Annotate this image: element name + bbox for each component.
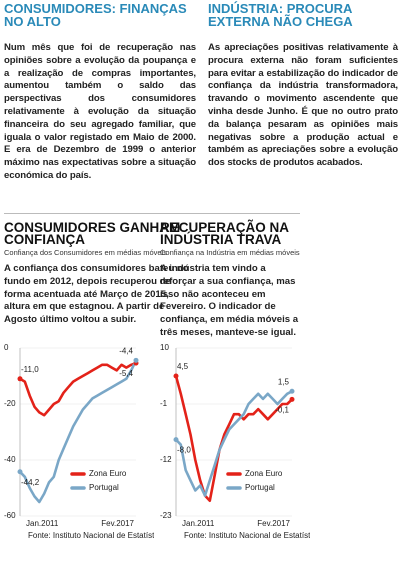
body-text: As apreciações positivas relativamente à… xyxy=(208,42,398,169)
chart: 0 -20 -40 -60 Jan.2011 Fev.2017 -11,0 -5,4 -44,2… xyxy=(4,343,154,540)
source: Fonte: Instituto Nacional de Estatística xyxy=(184,531,310,540)
point xyxy=(289,396,295,402)
y-tick-label: -60 xyxy=(4,511,16,520)
point xyxy=(173,373,179,379)
chart-subtitle: Confiança dos Consumidores em médias móv… xyxy=(4,248,167,257)
article: CONSUMIDORES: FINANÇAS NO ALTO Num mês q… xyxy=(4,2,196,183)
x-tick-label: Fev.2017 xyxy=(101,519,134,528)
line-series xyxy=(19,359,138,504)
y-tick-label: -23 xyxy=(160,511,172,520)
y-tick-label: -40 xyxy=(4,455,16,464)
point xyxy=(289,388,295,394)
x-tick-label: Fev.2017 xyxy=(257,519,290,528)
x-tick-label: Jan.2011 xyxy=(26,519,59,528)
article: INDÚSTRIA: PROCURA EXTERNA NÃO CHEGA As … xyxy=(208,2,398,170)
legend-label: Portugal xyxy=(245,483,275,492)
point xyxy=(173,437,179,443)
point xyxy=(17,376,23,382)
legend-label: Zona Euro xyxy=(245,469,283,478)
line-series xyxy=(174,375,293,502)
chart-title: RECUPERAÇÃO NA INDÚSTRIA TRAVA xyxy=(160,220,289,247)
value-label: -44,2 xyxy=(21,478,40,487)
y-tick-label: -1 xyxy=(160,399,168,408)
divider xyxy=(4,213,196,214)
chart-header: RECUPERAÇÃO NA INDÚSTRIA TRAVA Confiança… xyxy=(160,220,300,340)
chart-title: CONSUMIDORES GANHAM CONFIANÇA xyxy=(4,220,181,247)
value-label: -8,0 xyxy=(177,446,191,455)
value-label: -0,1 xyxy=(275,406,289,415)
y-tick-label: 10 xyxy=(160,343,169,352)
value-label: -5,4 xyxy=(119,369,133,378)
body-text: A confiança dos consumidores bateu no fu… xyxy=(4,263,189,326)
headline: INDÚSTRIA: PROCURA EXTERNA NÃO CHEGA xyxy=(208,1,353,29)
chart-header: CONSUMIDORES GANHAM CONFIANÇA Confiança … xyxy=(4,220,196,327)
value-label: -11,0 xyxy=(21,365,39,374)
y-tick-label: -12 xyxy=(160,455,172,464)
source: Fonte: Instituto Nacional de Estatística xyxy=(28,531,154,540)
body-text: Num mês que foi de recuperação nas opini… xyxy=(4,42,196,181)
value-label: 1,5 xyxy=(278,377,290,386)
x-tick-label: Jan.2011 xyxy=(182,519,215,528)
line-series xyxy=(175,390,293,497)
point xyxy=(133,357,139,363)
divider xyxy=(160,213,300,214)
y-tick-label: -20 xyxy=(4,399,16,408)
value-label: -4,4 xyxy=(119,346,133,355)
chart-subtitle: Confiança na Indústria em médias móveis xyxy=(160,248,300,257)
chart: 10 -1 -12 -23 Jan.2011 Fev.2017 4,5 -0,1 -8,0 1,5… xyxy=(160,343,310,540)
line-series xyxy=(19,361,137,417)
y-tick-label: 0 xyxy=(4,343,9,352)
legend-label: Zona Euro xyxy=(89,469,127,478)
body-text: A indústria tem vindo a reforçar a sua c… xyxy=(160,263,299,338)
legend-label: Portugal xyxy=(89,483,119,492)
headline: CONSUMIDORES: FINANÇAS NO ALTO xyxy=(4,1,187,29)
point xyxy=(17,469,23,475)
value-label: 4,5 xyxy=(177,362,189,371)
